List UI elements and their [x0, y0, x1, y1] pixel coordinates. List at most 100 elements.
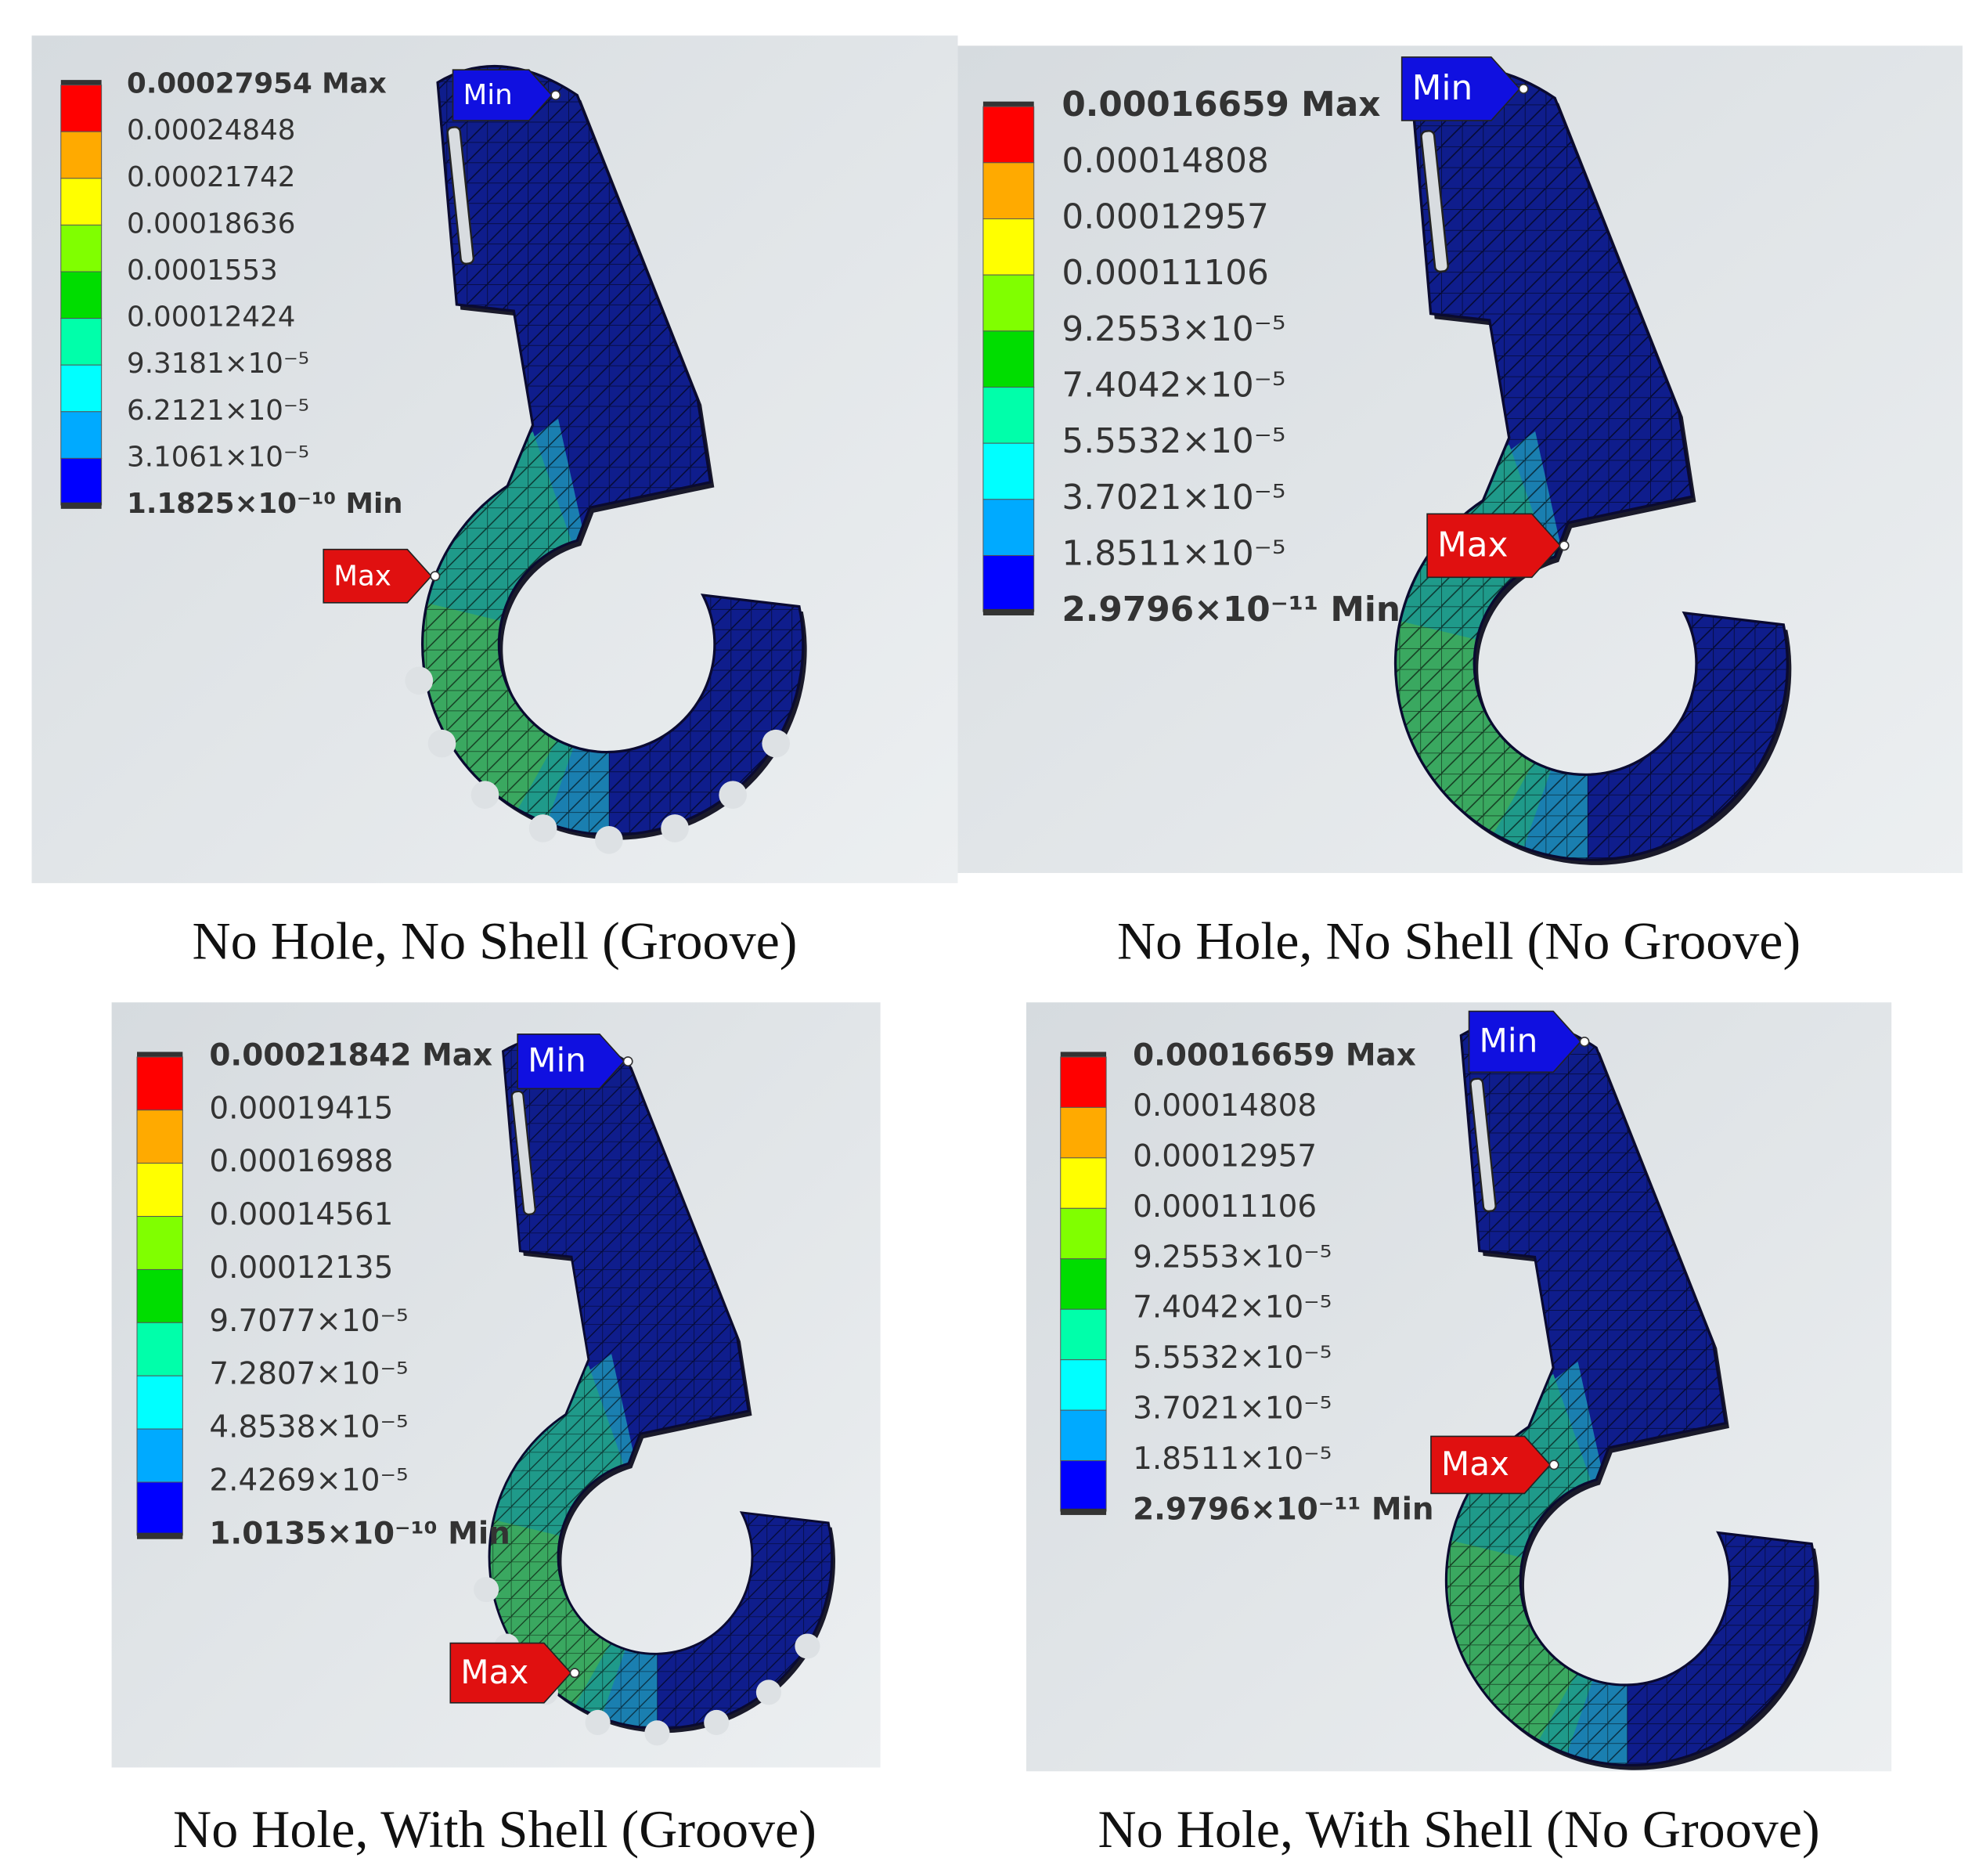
legend-label: 0.00021842 Max — [209, 1037, 492, 1073]
panel: 0.00016659 Max 0.00014808 0.00012957 0.0001… — [957, 45, 1963, 971]
hook-model — [405, 65, 807, 854]
legend-band — [1060, 1258, 1107, 1310]
legend-band — [982, 162, 1035, 219]
legend-band — [982, 330, 1035, 388]
legend-bar-top — [982, 101, 1034, 110]
legend-bar-bottom — [982, 608, 1034, 615]
legend-label: 0.00021742 — [127, 161, 295, 193]
min-marker-point — [550, 90, 561, 101]
hook-outline — [1444, 1018, 1817, 1767]
panel-caption: No Hole, With Shell (Groove) — [173, 1799, 816, 1859]
max-marker-label: Max — [460, 1653, 528, 1691]
panel: 0.00016659 Max 0.00014808 0.00012957 0.0001… — [1026, 1002, 1892, 1859]
max-marker-shape — [449, 1642, 572, 1704]
legend-bar-bottom — [1060, 1508, 1107, 1515]
legend-band — [60, 457, 103, 506]
hook-mesh — [1395, 68, 1788, 860]
min-marker-label: Min — [463, 79, 512, 111]
legend-band — [1060, 1359, 1107, 1411]
legend-bar-bottom — [137, 1532, 183, 1539]
panel-caption: No Hole, With Shell (No Groove) — [1098, 1799, 1820, 1859]
groove-notch — [719, 781, 748, 810]
hook-outline — [488, 1035, 833, 1730]
groove-notch — [528, 814, 557, 842]
groove-notch — [474, 1577, 499, 1603]
legend-band — [60, 131, 103, 179]
max-marker-label: Max — [1437, 525, 1508, 565]
legend-band — [982, 499, 1035, 556]
groove-notch — [795, 1633, 820, 1659]
legend-label: 0.00012135 — [209, 1250, 393, 1286]
legend-label: 5.5532×10⁻⁵ — [1062, 421, 1285, 461]
hook-outline — [421, 65, 805, 836]
legend-band — [136, 1268, 183, 1323]
groove-notch — [405, 666, 434, 695]
legend-label: 2.4269×10⁻⁵ — [209, 1463, 408, 1498]
min-marker-label: Min — [1412, 68, 1473, 108]
legend-label: 0.00024848 — [127, 114, 295, 146]
groove-notch — [470, 781, 499, 810]
hook-slot — [510, 1090, 536, 1216]
legend-band — [1060, 1106, 1107, 1159]
groove-notch — [704, 1709, 730, 1736]
legend-band — [136, 1109, 183, 1164]
legend-label: 0.00014561 — [209, 1197, 393, 1232]
legend-band — [982, 386, 1035, 444]
panel: 0.00021842 Max 0.00019415 0.00016988 0.0001… — [111, 1002, 881, 1859]
hook-outline — [1393, 67, 1789, 861]
min-marker-shape — [1400, 56, 1521, 121]
legend-band — [136, 1375, 183, 1430]
hook-slot — [1469, 1077, 1497, 1213]
panel: 0.00027954 Max 0.00024848 0.00021742 0.0001… — [31, 35, 958, 971]
max-marker-shape — [1426, 513, 1562, 579]
legend-label: 0.00012424 — [127, 301, 295, 334]
legend-band — [136, 1322, 183, 1376]
legend-band — [60, 85, 103, 132]
hook-mesh — [1446, 1019, 1815, 1766]
legend-bar-top — [137, 1052, 183, 1060]
legend-band — [136, 1428, 183, 1483]
legend-bar-top — [1060, 1052, 1107, 1060]
max-marker-shape — [323, 548, 433, 604]
legend-label: 1.1825×10⁻¹⁰ Min — [127, 488, 403, 520]
legend-band — [1060, 1056, 1107, 1108]
legend-label: 6.2121×10⁻⁵ — [127, 395, 309, 427]
groove-notch — [585, 1709, 611, 1736]
groove-notch — [595, 825, 623, 854]
legend-band — [1060, 1308, 1107, 1361]
max-marker-shape — [1430, 1435, 1552, 1495]
legend-band — [136, 1056, 183, 1111]
legend-label: 1.0135×10⁻¹⁰ Min — [209, 1516, 510, 1551]
legend-label: 1.8511×10⁻⁵ — [1133, 1441, 1332, 1477]
hook-mesh — [489, 1036, 832, 1729]
legend-band — [60, 364, 103, 413]
legend-label: 0.00019415 — [209, 1091, 393, 1126]
legend-label: 9.7077×10⁻⁵ — [209, 1304, 408, 1339]
legend-label: 7.4042×10⁻⁵ — [1133, 1290, 1332, 1326]
legend-label: 7.4042×10⁻⁵ — [1062, 365, 1285, 405]
legend-label: 1.8511×10⁻⁵ — [1062, 533, 1285, 573]
legend-label: 3.7021×10⁻⁵ — [1133, 1391, 1332, 1427]
groove-notch — [755, 1679, 781, 1705]
min-marker-shape — [517, 1033, 625, 1090]
legend-label: 0.00011106 — [1062, 253, 1268, 293]
legend-band — [982, 106, 1035, 164]
min-marker-shape — [1468, 1010, 1582, 1073]
legend-label: 2.9796×10⁻¹¹ Min — [1133, 1492, 1433, 1528]
legend-label: 7.2807×10⁻⁵ — [209, 1357, 408, 1392]
legend-band — [60, 411, 103, 459]
legend-band — [60, 224, 103, 272]
min-marker-point — [622, 1056, 633, 1067]
legend-band — [60, 271, 103, 319]
legend-band — [1060, 1207, 1107, 1260]
max-marker-point — [569, 1668, 580, 1679]
legend-band — [1060, 1460, 1107, 1512]
legend-bar-top — [60, 80, 102, 88]
legend-band — [1060, 1157, 1107, 1209]
legend-bar-bottom — [60, 502, 102, 509]
legend-label: 5.5532×10⁻⁵ — [1133, 1340, 1332, 1376]
legend-label: 9.3181×10⁻⁵ — [127, 348, 309, 380]
legend-label: 0.00012957 — [1133, 1138, 1317, 1174]
